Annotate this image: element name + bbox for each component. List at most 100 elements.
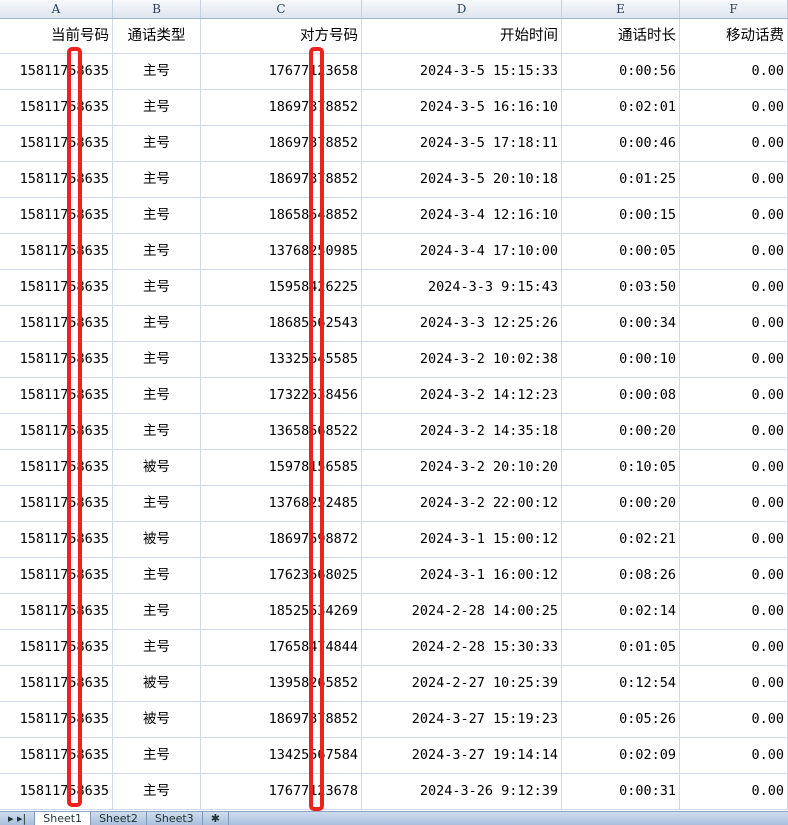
table-cell[interactable]: 15811758635	[0, 450, 113, 485]
header-cell[interactable]: 通话时长	[562, 19, 680, 53]
table-cell[interactable]: 15811758635	[0, 234, 113, 269]
table-cell[interactable]: 18697378852	[201, 162, 362, 197]
table-cell[interactable]: 2024-3-1 16:00:12	[362, 558, 562, 593]
table-cell[interactable]: 13958265852	[201, 666, 362, 701]
table-cell[interactable]: 2024-2-28 15:30:33	[362, 630, 562, 665]
table-cell[interactable]: 17677123658	[201, 54, 362, 89]
column-letter[interactable]: D	[362, 0, 562, 18]
table-cell[interactable]: 主号	[113, 774, 201, 809]
table-cell[interactable]: 0.00	[680, 774, 788, 809]
table-cell[interactable]: 0:02:21	[562, 522, 680, 557]
table-cell[interactable]: 0:00:08	[562, 378, 680, 413]
table-cell[interactable]: 0.00	[680, 342, 788, 377]
table-cell[interactable]: 主号	[113, 270, 201, 305]
table-cell[interactable]: 主号	[113, 234, 201, 269]
table-cell[interactable]: 13658568522	[201, 414, 362, 449]
table-cell[interactable]: 0:08:26	[562, 558, 680, 593]
table-cell[interactable]: 2024-3-2 22:00:12	[362, 486, 562, 521]
column-letter[interactable]: E	[562, 0, 680, 18]
table-cell[interactable]: 15811758635	[0, 54, 113, 89]
table-cell[interactable]: 2024-3-27 19:14:14	[362, 738, 562, 773]
table-cell[interactable]: 主号	[113, 558, 201, 593]
table-cell[interactable]: 2024-3-2 14:35:18	[362, 414, 562, 449]
table-cell[interactable]: 0:00:31	[562, 774, 680, 809]
table-cell[interactable]: 13325545585	[201, 342, 362, 377]
table-cell[interactable]: 2024-3-2 10:02:38	[362, 342, 562, 377]
table-cell[interactable]: 0:00:20	[562, 486, 680, 521]
table-cell[interactable]: 被号	[113, 702, 201, 737]
table-cell[interactable]: 0:01:05	[562, 630, 680, 665]
table-cell[interactable]: 0.00	[680, 270, 788, 305]
table-cell[interactable]: 主号	[113, 126, 201, 161]
table-cell[interactable]: 17623568025	[201, 558, 362, 593]
table-cell[interactable]: 被号	[113, 666, 201, 701]
table-cell[interactable]: 被号	[113, 450, 201, 485]
table-cell[interactable]: 0:00:56	[562, 54, 680, 89]
table-cell[interactable]: 2024-3-27 15:19:23	[362, 702, 562, 737]
table-cell[interactable]: 18658548852	[201, 198, 362, 233]
table-cell[interactable]: 0.00	[680, 54, 788, 89]
table-cell[interactable]: 0.00	[680, 306, 788, 341]
table-cell[interactable]: 15811758635	[0, 666, 113, 701]
table-cell[interactable]: 被号	[113, 522, 201, 557]
table-cell[interactable]: 13768250985	[201, 234, 362, 269]
table-cell[interactable]: 主号	[113, 738, 201, 773]
tab-nav-icon[interactable]: ▸ ▸|	[0, 812, 36, 825]
table-cell[interactable]: 15811758635	[0, 198, 113, 233]
table-cell[interactable]: 0:01:25	[562, 162, 680, 197]
table-cell[interactable]: 2024-2-28 14:00:25	[362, 594, 562, 629]
table-cell[interactable]: 15958426225	[201, 270, 362, 305]
table-cell[interactable]: 15811758635	[0, 738, 113, 773]
table-cell[interactable]: 15811758635	[0, 522, 113, 557]
table-cell[interactable]: 主号	[113, 594, 201, 629]
table-cell[interactable]: 0:00:34	[562, 306, 680, 341]
table-cell[interactable]: 0:03:50	[562, 270, 680, 305]
table-cell[interactable]: 17677123678	[201, 774, 362, 809]
table-cell[interactable]: 0.00	[680, 90, 788, 125]
table-cell[interactable]: 18525534269	[201, 594, 362, 629]
table-cell[interactable]: 15811758635	[0, 90, 113, 125]
table-cell[interactable]: 0.00	[680, 594, 788, 629]
table-cell[interactable]: 15811758635	[0, 414, 113, 449]
table-cell[interactable]: 15811758635	[0, 702, 113, 737]
table-cell[interactable]: 15811758635	[0, 774, 113, 809]
column-letter[interactable]: A	[0, 0, 113, 18]
table-cell[interactable]: 0.00	[680, 198, 788, 233]
table-cell[interactable]: 15811758635	[0, 630, 113, 665]
column-letter[interactable]: B	[113, 0, 201, 18]
table-cell[interactable]: 2024-3-5 16:16:10	[362, 90, 562, 125]
table-cell[interactable]: 0.00	[680, 702, 788, 737]
table-cell[interactable]: 15978156585	[201, 450, 362, 485]
table-cell[interactable]: 主号	[113, 486, 201, 521]
table-cell[interactable]: 15811758635	[0, 162, 113, 197]
table-cell[interactable]: 15811758635	[0, 270, 113, 305]
table-cell[interactable]: 主号	[113, 306, 201, 341]
table-cell[interactable]: 0:00:20	[562, 414, 680, 449]
table-cell[interactable]: 17322538456	[201, 378, 362, 413]
header-cell[interactable]: 对方号码	[201, 19, 362, 53]
table-cell[interactable]: 主号	[113, 162, 201, 197]
column-letter[interactable]: F	[680, 0, 788, 18]
table-cell[interactable]: 13425567584	[201, 738, 362, 773]
spreadsheet-grid[interactable]: 当前号码 通话类型 对方号码 开始时间 通话时长 移动话费 1581175863…	[0, 19, 788, 810]
table-cell[interactable]: 15811758635	[0, 126, 113, 161]
table-cell[interactable]: 0.00	[680, 738, 788, 773]
table-cell[interactable]: 0.00	[680, 234, 788, 269]
table-cell[interactable]: 15811758635	[0, 558, 113, 593]
table-cell[interactable]: 0.00	[680, 486, 788, 521]
table-cell[interactable]: 2024-3-5 20:10:18	[362, 162, 562, 197]
insert-sheet-icon[interactable]: ✱	[203, 812, 229, 825]
table-cell[interactable]: 15811758635	[0, 378, 113, 413]
table-cell[interactable]: 0.00	[680, 666, 788, 701]
table-cell[interactable]: 2024-3-4 17:10:00	[362, 234, 562, 269]
sheet-tab[interactable]: Sheet3	[147, 812, 203, 825]
header-cell[interactable]: 开始时间	[362, 19, 562, 53]
table-cell[interactable]: 15811758635	[0, 342, 113, 377]
table-cell[interactable]: 2024-3-26 9:12:39	[362, 774, 562, 809]
table-cell[interactable]: 主号	[113, 342, 201, 377]
table-cell[interactable]: 0:12:54	[562, 666, 680, 701]
table-cell[interactable]: 0.00	[680, 558, 788, 593]
table-cell[interactable]: 2024-3-1 15:00:12	[362, 522, 562, 557]
header-cell[interactable]: 通话类型	[113, 19, 201, 53]
table-cell[interactable]: 18685562543	[201, 306, 362, 341]
